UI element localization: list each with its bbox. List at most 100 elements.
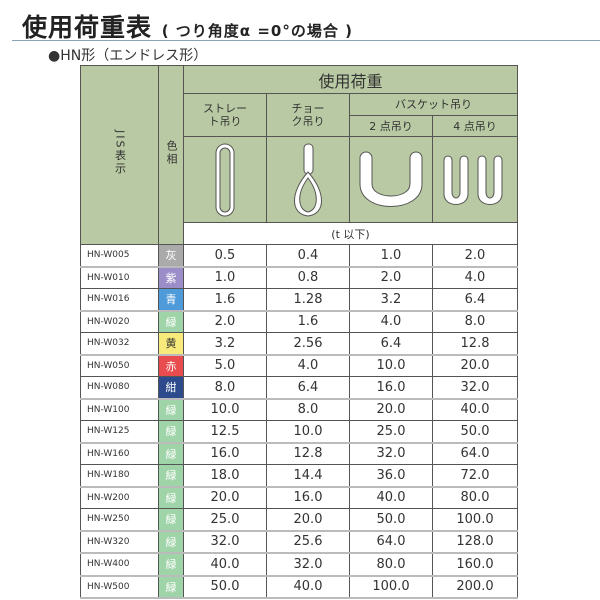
jis-code: HN-W250 bbox=[80, 508, 159, 532]
jis-code: HN-W320 bbox=[80, 530, 159, 554]
load-basket-2point: 40.0 bbox=[349, 486, 433, 509]
load-basket-2point: 80.0 bbox=[349, 552, 433, 577]
color-swatch: 黄 bbox=[158, 332, 184, 356]
load-choke: 0.8 bbox=[266, 266, 350, 289]
color-swatch: 緑 bbox=[158, 442, 184, 465]
jis-code: HN-W080 bbox=[80, 376, 159, 400]
load-straight: 0.5 bbox=[183, 244, 267, 268]
load-basket-4point: 8.0 bbox=[431, 310, 519, 333]
load-basket-2point: 20.0 bbox=[349, 398, 433, 421]
basket-2point-icon bbox=[349, 136, 433, 223]
jis-code: HN-W500 bbox=[80, 575, 159, 599]
load-table: JIS表示 色相 使用荷重 ストレート吊り チョーク吊り バスケット吊り 2 点… bbox=[80, 65, 519, 599]
load-basket-4point: 6.4 bbox=[431, 288, 519, 312]
load-basket-4point: 40.0 bbox=[431, 398, 519, 421]
load-basket-2point: 6.4 bbox=[349, 332, 433, 356]
load-basket-2point: 3.2 bbox=[349, 288, 433, 312]
jis-code: HN-W160 bbox=[80, 442, 159, 465]
load-straight: 20.0 bbox=[183, 486, 267, 509]
load-basket-2point: 4.0 bbox=[349, 310, 433, 333]
load-basket-4point: 32.0 bbox=[431, 376, 519, 400]
color-swatch: 紺 bbox=[158, 376, 184, 400]
load-basket-4point: 2.0 bbox=[431, 244, 519, 268]
color-swatch: 緑 bbox=[158, 310, 184, 333]
load-basket-4point: 64.0 bbox=[431, 442, 519, 465]
color-swatch: 紫 bbox=[158, 266, 184, 289]
load-straight: 50.0 bbox=[183, 575, 267, 599]
load-basket-4point: 72.0 bbox=[431, 464, 519, 488]
load-choke: 10.0 bbox=[266, 420, 350, 444]
load-straight: 1.6 bbox=[183, 288, 267, 312]
load-straight: 8.0 bbox=[183, 376, 267, 400]
table-row: HN-W005 灰 0.5 0.4 1.0 2.0 bbox=[80, 244, 519, 268]
load-basket-4point: 12.8 bbox=[431, 332, 519, 356]
load-choke: 12.8 bbox=[266, 442, 350, 465]
load-basket-4point: 80.0 bbox=[431, 486, 519, 509]
header-choke: チョーク吊り bbox=[266, 93, 350, 137]
load-basket-2point: 1.0 bbox=[349, 244, 433, 268]
page-title: 使用荷重表 ( つり角度α =0°の場合 ) bbox=[22, 8, 353, 44]
load-straight: 5.0 bbox=[183, 354, 267, 377]
load-basket-2point: 2.0 bbox=[349, 266, 433, 289]
load-choke: 1.6 bbox=[266, 310, 350, 333]
basket-4point-icon bbox=[431, 136, 519, 223]
table-row: HN-W010 紫 1.0 0.8 2.0 4.0 bbox=[80, 266, 519, 289]
table-row: HN-W100 緑 10.0 8.0 20.0 40.0 bbox=[80, 398, 519, 421]
jis-code: HN-W125 bbox=[80, 420, 159, 444]
table-row: HN-W250 緑 25.0 20.0 50.0 100.0 bbox=[80, 508, 519, 532]
section-subtitle: ●HN形（エンドレス形） bbox=[48, 48, 208, 64]
header-jis: JIS表示 bbox=[80, 65, 159, 245]
jis-code: HN-W400 bbox=[80, 552, 159, 577]
load-straight: 18.0 bbox=[183, 464, 267, 488]
load-straight: 2.0 bbox=[183, 310, 267, 333]
load-straight: 1.0 bbox=[183, 266, 267, 289]
load-choke: 6.4 bbox=[266, 376, 350, 400]
load-straight: 3.2 bbox=[183, 332, 267, 356]
header-4point: 4 点吊り bbox=[431, 115, 519, 137]
color-swatch: 青 bbox=[158, 288, 184, 312]
color-swatch: 緑 bbox=[158, 464, 184, 488]
choke-sling-icon bbox=[266, 136, 350, 223]
load-choke: 16.0 bbox=[266, 486, 350, 509]
unit-label: (t 以下) bbox=[182, 222, 519, 245]
jis-code: HN-W180 bbox=[80, 464, 159, 488]
title-divider bbox=[12, 40, 600, 41]
load-basket-2point: 10.0 bbox=[349, 354, 433, 377]
header-straight: ストレート吊り bbox=[183, 93, 267, 137]
load-basket-4point: 200.0 bbox=[431, 575, 519, 599]
load-choke: 14.4 bbox=[266, 464, 350, 488]
load-straight: 32.0 bbox=[183, 530, 267, 554]
jis-code: HN-W032 bbox=[80, 332, 159, 356]
straight-sling-icon bbox=[183, 136, 267, 223]
load-basket-2point: 100.0 bbox=[349, 575, 433, 599]
header-2point: 2 点吊り bbox=[349, 115, 433, 137]
table-row: HN-W320 緑 32.0 25.6 64.0 128.0 bbox=[80, 530, 519, 554]
jis-code: HN-W020 bbox=[80, 310, 159, 333]
jis-code: HN-W050 bbox=[80, 354, 159, 377]
table-row: HN-W020 緑 2.0 1.6 4.0 8.0 bbox=[80, 310, 519, 333]
color-swatch: 灰 bbox=[158, 244, 184, 268]
load-basket-2point: 25.0 bbox=[349, 420, 433, 444]
load-choke: 1.28 bbox=[266, 288, 350, 312]
jis-code: HN-W005 bbox=[80, 244, 159, 268]
color-swatch: 赤 bbox=[158, 354, 184, 377]
load-basket-4point: 20.0 bbox=[431, 354, 519, 377]
color-swatch: 緑 bbox=[158, 420, 184, 444]
load-basket-4point: 128.0 bbox=[431, 530, 519, 554]
load-straight: 16.0 bbox=[183, 442, 267, 465]
load-choke: 0.4 bbox=[266, 244, 350, 268]
color-swatch: 緑 bbox=[158, 398, 184, 421]
load-basket-4point: 50.0 bbox=[431, 420, 519, 444]
title-note: ( つり角度α =0°の場合 ) bbox=[161, 22, 353, 40]
table-row: HN-W080 紺 8.0 6.4 16.0 32.0 bbox=[80, 376, 519, 400]
header-load: 使用荷重 bbox=[182, 65, 519, 94]
load-choke: 32.0 bbox=[266, 552, 350, 577]
jis-code: HN-W200 bbox=[80, 486, 159, 509]
table-row: HN-W050 赤 5.0 4.0 10.0 20.0 bbox=[80, 354, 519, 377]
load-basket-2point: 32.0 bbox=[349, 442, 433, 465]
color-swatch: 緑 bbox=[158, 575, 184, 599]
header-basket: バスケット吊り bbox=[348, 93, 519, 116]
color-swatch: 緑 bbox=[158, 552, 184, 577]
jis-code: HN-W100 bbox=[80, 398, 159, 421]
load-choke: 20.0 bbox=[266, 508, 350, 532]
